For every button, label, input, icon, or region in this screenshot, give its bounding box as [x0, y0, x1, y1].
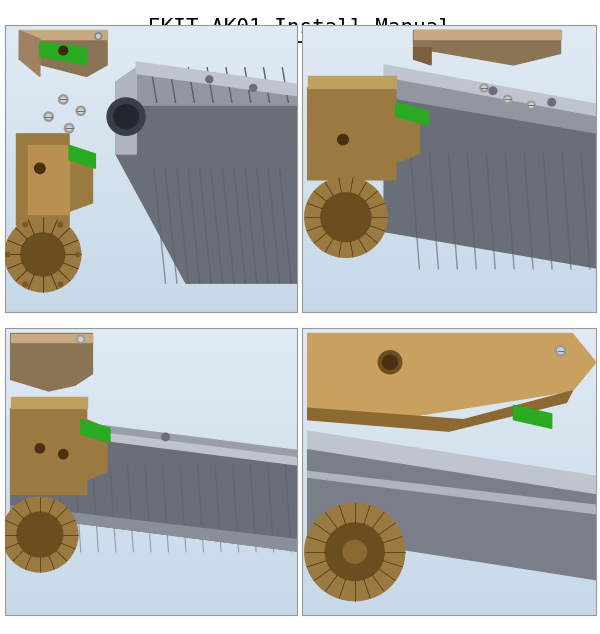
Polygon shape [384, 96, 600, 269]
Circle shape [17, 512, 62, 557]
Circle shape [5, 217, 81, 292]
Circle shape [58, 282, 62, 287]
Circle shape [95, 33, 102, 40]
Polygon shape [11, 408, 107, 495]
Text: 3: 3 [7, 332, 22, 356]
Circle shape [503, 95, 512, 103]
Polygon shape [396, 102, 428, 126]
Circle shape [489, 87, 497, 94]
Circle shape [114, 105, 139, 129]
Polygon shape [19, 30, 40, 77]
Polygon shape [28, 145, 69, 214]
Text: 4: 4 [304, 332, 319, 356]
Circle shape [58, 223, 62, 227]
Circle shape [97, 34, 100, 38]
Polygon shape [413, 30, 560, 39]
Circle shape [107, 98, 145, 135]
Circle shape [59, 95, 68, 104]
Circle shape [527, 101, 535, 109]
Polygon shape [308, 472, 600, 514]
Circle shape [321, 193, 371, 242]
Circle shape [23, 282, 28, 287]
Circle shape [46, 114, 51, 119]
Polygon shape [16, 134, 92, 226]
Polygon shape [116, 68, 303, 105]
Circle shape [61, 97, 65, 101]
Text: 2: 2 [304, 29, 319, 53]
Circle shape [506, 98, 509, 101]
Circle shape [529, 103, 533, 107]
Polygon shape [11, 506, 303, 552]
Polygon shape [308, 448, 600, 581]
Text: EKIT-AK01 Install Manual: EKIT-AK01 Install Manual [149, 18, 452, 38]
Polygon shape [19, 39, 107, 77]
Polygon shape [384, 77, 600, 134]
Polygon shape [69, 145, 95, 169]
Circle shape [67, 126, 71, 131]
Polygon shape [116, 68, 136, 154]
Text: 1: 1 [7, 29, 22, 53]
Polygon shape [11, 414, 303, 465]
Circle shape [76, 107, 85, 115]
Circle shape [162, 433, 169, 441]
Polygon shape [116, 105, 303, 283]
Polygon shape [11, 429, 303, 552]
Circle shape [338, 134, 348, 145]
Polygon shape [11, 397, 86, 408]
Polygon shape [413, 48, 431, 65]
Circle shape [59, 450, 68, 459]
Polygon shape [308, 391, 572, 431]
Polygon shape [40, 42, 86, 65]
Polygon shape [413, 30, 560, 65]
Circle shape [482, 86, 486, 90]
Circle shape [64, 124, 74, 133]
Circle shape [59, 46, 68, 55]
Polygon shape [308, 431, 600, 495]
Circle shape [555, 346, 566, 356]
Circle shape [250, 84, 257, 91]
Polygon shape [81, 420, 110, 443]
Circle shape [383, 355, 397, 370]
Circle shape [79, 108, 83, 113]
Polygon shape [384, 65, 600, 117]
Polygon shape [136, 62, 303, 96]
Polygon shape [11, 414, 303, 457]
Circle shape [76, 252, 80, 257]
Circle shape [44, 112, 53, 121]
Circle shape [79, 337, 83, 341]
Circle shape [35, 444, 44, 453]
Circle shape [343, 540, 367, 563]
Polygon shape [308, 77, 396, 88]
Polygon shape [514, 405, 552, 429]
Circle shape [557, 348, 563, 354]
Circle shape [2, 497, 78, 572]
Circle shape [325, 523, 384, 581]
Circle shape [23, 223, 28, 227]
Polygon shape [308, 88, 419, 180]
Polygon shape [308, 333, 596, 420]
Polygon shape [11, 333, 92, 391]
Circle shape [480, 84, 488, 92]
Circle shape [305, 177, 387, 257]
Circle shape [305, 503, 405, 600]
Circle shape [35, 163, 45, 174]
Circle shape [548, 98, 556, 106]
Circle shape [378, 351, 402, 373]
Polygon shape [19, 30, 107, 39]
Circle shape [5, 252, 10, 257]
Circle shape [206, 76, 213, 83]
Polygon shape [11, 333, 92, 342]
Circle shape [21, 233, 65, 276]
Circle shape [77, 335, 85, 343]
